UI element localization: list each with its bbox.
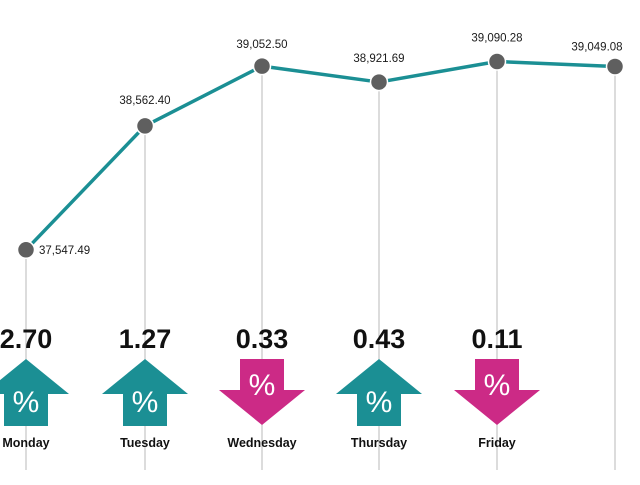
percent-sign-0: %	[13, 386, 40, 419]
data-point-2	[252, 56, 272, 76]
down-arrow-icon-2	[219, 359, 305, 425]
data-point-0	[16, 240, 36, 260]
data-label-3: 38,921.69	[353, 53, 404, 65]
day-label-4: Friday	[478, 436, 516, 450]
data-label-1: 38,562.40	[119, 95, 170, 107]
change-value-1: 1.27	[119, 324, 172, 354]
day-label-0: Monday	[2, 436, 49, 450]
up-arrow-icon-3	[336, 359, 422, 426]
data-point-1	[135, 116, 155, 136]
percent-sign-2: %	[249, 369, 276, 402]
data-point-4	[487, 52, 507, 71]
series-line	[24, 59, 617, 252]
change-value-4: 0.11	[471, 324, 522, 354]
percent-sign-1: %	[132, 386, 159, 419]
day-label-3: Thursday	[351, 436, 407, 450]
data-point-3	[369, 72, 389, 92]
data-point-5	[605, 57, 625, 76]
day-label-2: Wednesday	[227, 436, 296, 450]
percent-sign-3: %	[366, 386, 393, 419]
change-value-0: 2.70	[0, 324, 52, 354]
day-label-1: Tuesday	[120, 436, 170, 450]
data-label-0: 37,547.49	[39, 245, 90, 257]
up-arrow-icon-1	[102, 359, 188, 426]
down-arrow-icon-4	[454, 359, 540, 425]
change-value-3: 0.43	[353, 324, 406, 354]
percent-sign-4: %	[484, 369, 511, 402]
data-label-2: 39,052.50	[236, 39, 287, 51]
change-value-2: 0.33	[236, 324, 289, 354]
data-label-4: 39,090.28	[471, 32, 522, 44]
data-label-5: 39,049.08	[571, 42, 622, 54]
up-arrow-icon-0	[0, 359, 69, 426]
